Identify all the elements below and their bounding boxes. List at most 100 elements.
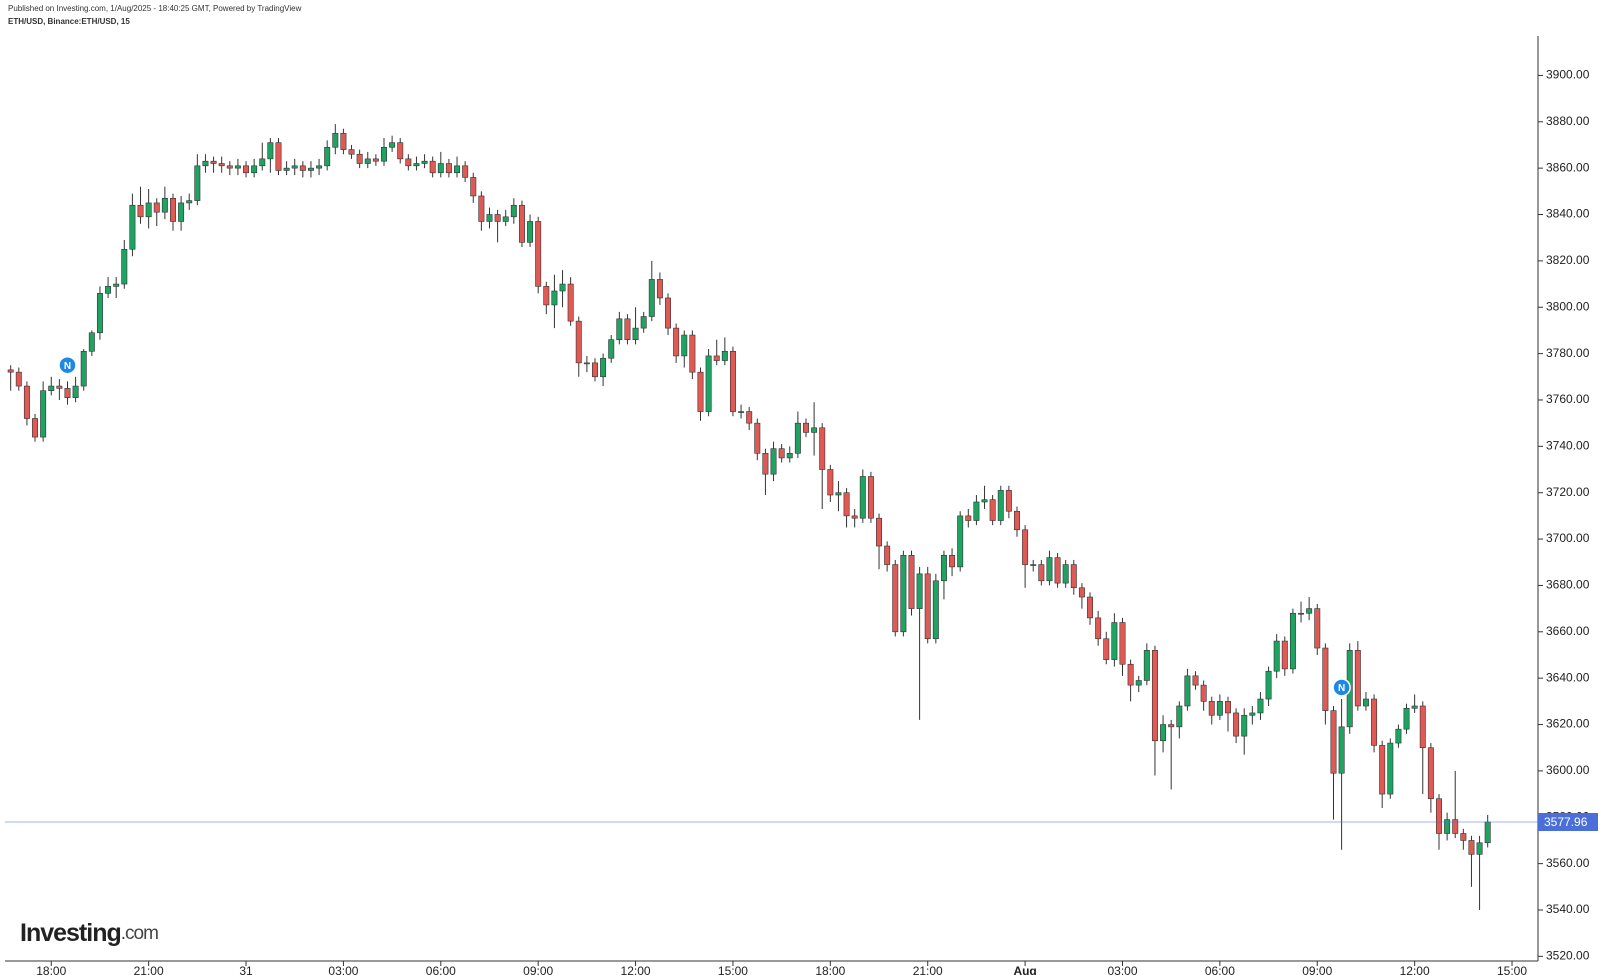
candle-body: [1452, 819, 1459, 834]
candle-body: [640, 316, 647, 329]
candle-body: [32, 418, 39, 438]
candle-body: [965, 515, 972, 521]
candle-body: [811, 427, 818, 433]
candle-body: [1038, 564, 1045, 582]
candle-body: [924, 573, 931, 640]
candle-body: [900, 554, 907, 633]
candle-body: [665, 297, 672, 329]
candle-body: [1354, 650, 1361, 707]
candle-body: [1460, 833, 1467, 841]
x-tick-label: 09:00: [523, 964, 553, 975]
logo-suffix: .com: [121, 923, 158, 944]
candle-body: [129, 204, 136, 250]
candle-body: [48, 385, 55, 391]
candle-body: [1030, 564, 1037, 566]
candle-body: [178, 202, 185, 222]
x-tick-label: 18:00: [815, 964, 845, 975]
y-tick-label: 3620.00: [1546, 717, 1590, 731]
y-tick-label: 3600.00: [1546, 763, 1590, 777]
candle-body: [478, 195, 485, 222]
x-tick-label: 12:00: [1400, 964, 1430, 975]
candle-body: [535, 221, 542, 287]
candle-body: [340, 133, 347, 150]
candle-body: [275, 142, 282, 171]
candle-body: [1184, 675, 1191, 707]
y-tick-label: 3760.00: [1546, 392, 1590, 406]
candle-body: [632, 327, 639, 340]
candle-body: [1014, 510, 1020, 531]
candle-body: [786, 452, 793, 459]
candle-body: [819, 427, 826, 470]
candle-body: [770, 448, 777, 475]
candle-body: [251, 165, 258, 174]
candle-body: [1022, 529, 1029, 565]
y-tick-label: 3660.00: [1546, 624, 1590, 638]
candle-body: [867, 476, 874, 519]
candle-body: [1151, 650, 1158, 742]
candle-body: [80, 350, 87, 387]
y-tick-label: 3900.00: [1546, 68, 1590, 82]
candle-body: [592, 362, 598, 378]
candle-body: [1054, 557, 1061, 584]
candle-body: [1476, 842, 1483, 855]
candle-body: [23, 385, 30, 419]
x-tick-label: 15:00: [718, 964, 748, 975]
candle-body: [405, 158, 412, 167]
candle-body: [437, 163, 444, 174]
y-tick-label: 3640.00: [1546, 670, 1590, 684]
candle-body: [1265, 670, 1272, 700]
last-price-box: [1538, 812, 1598, 831]
candle-body: [421, 160, 428, 164]
candle-body: [1046, 557, 1053, 582]
candle-body: [803, 422, 809, 433]
candle-body: [989, 499, 996, 521]
candle-body: [1273, 640, 1280, 672]
candle-body: [746, 411, 753, 424]
candle-body: [324, 146, 331, 167]
candle-body: [648, 279, 655, 317]
candle-body: [1200, 684, 1207, 702]
candle-body: [1338, 726, 1345, 774]
x-tick-label: 18:00: [36, 964, 66, 975]
candle-body: [389, 142, 396, 148]
candle-body: [96, 293, 103, 334]
candle-body: [559, 283, 566, 292]
candle-body: [445, 163, 452, 174]
candle-body: [583, 362, 590, 365]
candle-body: [1070, 564, 1077, 589]
candle-body: [145, 202, 152, 218]
candle-body: [1095, 617, 1102, 640]
candle-body: [689, 334, 696, 373]
candle-body: [307, 167, 314, 171]
candle-body: [1111, 622, 1118, 660]
candle-body: [40, 390, 47, 438]
candle-body: [762, 452, 769, 475]
candle-body: [1419, 705, 1426, 749]
candle-body: [1395, 728, 1402, 744]
candle-body: [1371, 698, 1378, 746]
candle-body: [234, 165, 241, 169]
candle-body: [1225, 701, 1231, 714]
candle-body: [1216, 701, 1223, 716]
candle-body: [470, 177, 477, 197]
candle-body: [153, 202, 160, 213]
candle-body: [827, 469, 834, 496]
candle-body: [267, 142, 274, 160]
candle-body: [283, 167, 290, 171]
candle-body: [543, 286, 550, 306]
candle-body: [364, 158, 371, 164]
candle-body: [170, 197, 176, 222]
candle-body: [259, 158, 266, 167]
candle-body: [1403, 708, 1410, 730]
candle-body: [738, 411, 745, 413]
candle-body: [1160, 724, 1167, 742]
candle-body: [243, 165, 250, 174]
candle-body: [1062, 564, 1069, 584]
x-tick-label: 12:00: [621, 964, 651, 975]
candle-body: [486, 214, 493, 222]
candle-body: [381, 146, 387, 162]
candle-body: [1208, 701, 1215, 716]
logo: Investing.com: [20, 919, 158, 947]
candle-body: [624, 318, 631, 340]
